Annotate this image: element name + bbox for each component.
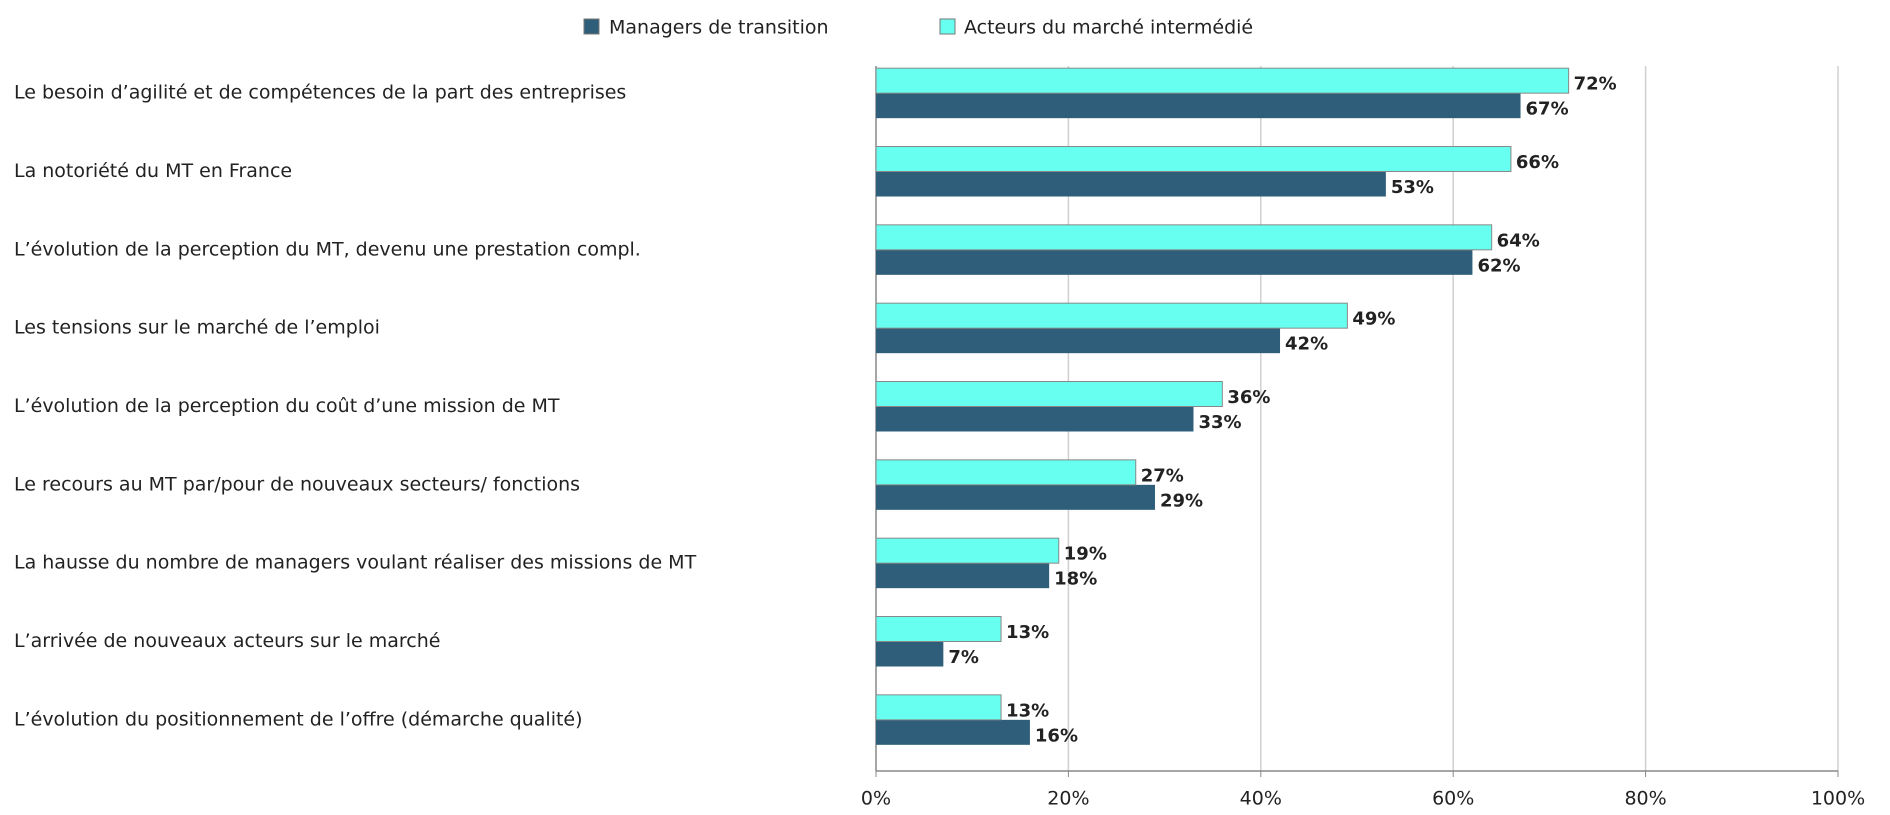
bar	[876, 328, 1281, 354]
value-label: 72%	[1574, 74, 1617, 95]
bar	[876, 641, 944, 667]
value-label: 27%	[1141, 465, 1184, 486]
bar	[876, 563, 1050, 589]
value-label: 36%	[1227, 387, 1270, 408]
bar	[876, 719, 1030, 745]
x-tick-label: 60%	[1432, 788, 1474, 810]
bar	[875, 537, 1060, 564]
value-label: 64%	[1497, 230, 1540, 251]
x-tick-label: 100%	[1811, 788, 1865, 810]
category-label: L’arrivée de nouveaux acteurs sur le mar…	[14, 630, 440, 652]
legend-label: Managers de transition	[609, 17, 829, 39]
legend-swatch	[939, 18, 956, 35]
bar	[876, 249, 1473, 275]
category-label: L’évolution du positionnement de l’offre…	[14, 708, 583, 730]
bar	[876, 171, 1386, 197]
category-label: Le besoin d’agilité et de compétences de…	[14, 82, 626, 104]
value-label: 53%	[1391, 177, 1434, 198]
bar	[875, 381, 1223, 407]
value-label: 49%	[1352, 309, 1395, 330]
value-label: 66%	[1516, 152, 1559, 173]
value-label: 16%	[1035, 725, 1078, 746]
value-label: 29%	[1160, 490, 1203, 511]
value-label: 62%	[1477, 255, 1520, 276]
bar	[875, 459, 1137, 486]
value-label: 7%	[948, 647, 979, 668]
bar	[875, 694, 1002, 721]
legend-swatch	[583, 18, 600, 35]
value-label: 67%	[1526, 99, 1569, 120]
value-label: 42%	[1285, 334, 1328, 355]
bar	[875, 616, 1002, 642]
bar	[876, 484, 1155, 510]
value-label: 13%	[1006, 700, 1049, 721]
category-label: La notoriété du MT en France	[14, 160, 292, 182]
value-label: 13%	[1006, 622, 1049, 643]
category-label: La hausse du nombre de managers voulant …	[14, 552, 697, 574]
value-label: 33%	[1198, 412, 1241, 433]
bar	[875, 224, 1493, 251]
bar	[876, 406, 1194, 432]
x-tick-label: 20%	[1047, 788, 1089, 810]
bar	[875, 302, 1348, 329]
bar	[876, 93, 1521, 119]
category-label: Les tensions sur le marché de l’emploi	[14, 317, 380, 339]
x-tick-label: 0%	[861, 788, 891, 810]
value-label: 19%	[1064, 544, 1107, 565]
category-label: L’évolution de la perception du coût d’u…	[14, 395, 560, 417]
x-tick-label: 80%	[1624, 788, 1666, 810]
x-tick-label: 40%	[1240, 788, 1282, 810]
bar	[875, 146, 1512, 172]
bar	[875, 67, 1570, 94]
value-label: 18%	[1054, 569, 1097, 590]
category-label: Le recours au MT par/pour de nouveaux se…	[14, 473, 580, 495]
legend-label: Acteurs du marché intermédié	[964, 17, 1253, 39]
category-label: L’évolution de la perception du MT, deve…	[14, 238, 641, 260]
